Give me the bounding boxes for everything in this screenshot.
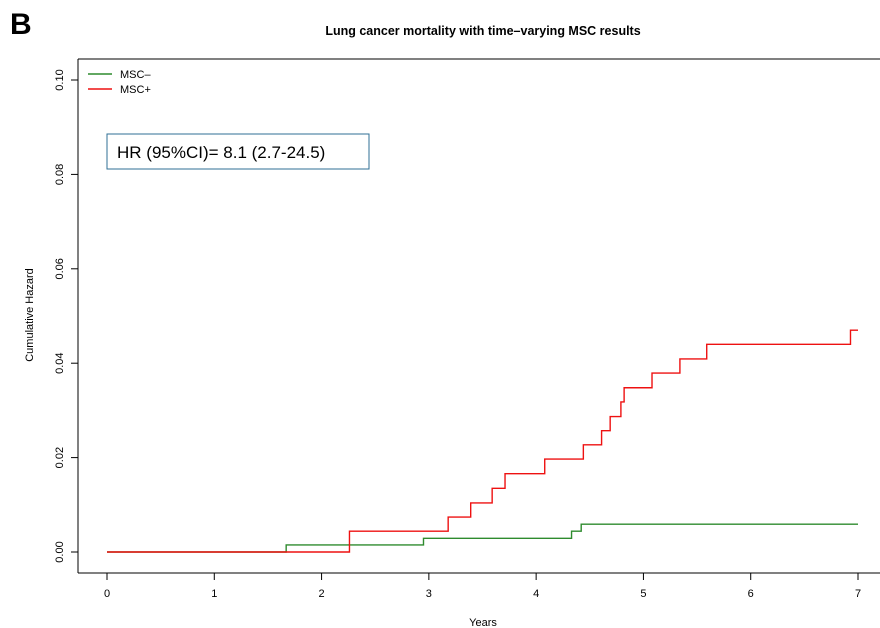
plot-frame-group — [77, 58, 880, 574]
x-axis-label: Years — [469, 617, 497, 628]
x-tick-label-7: 7 — [855, 588, 861, 600]
legend-label-1: MSC+ — [120, 84, 151, 96]
x-tick-label-6: 6 — [748, 588, 754, 600]
y-axis: 0.00 0.02 0.04 0.06 0.08 0.10 — [54, 69, 78, 563]
y-tick-label-5: 0.10 — [54, 69, 66, 90]
legend-label-0: MSC– — [120, 69, 151, 81]
hr-annotation-border — [106, 133, 370, 170]
x-tick-label-1: 1 — [211, 588, 217, 600]
y-tick-label-1: 0.02 — [54, 447, 66, 468]
y-axis-label: Cumulative Hazard — [24, 268, 36, 362]
panel-letter: B — [10, 8, 32, 41]
series-layer — [107, 329, 858, 553]
hr-annotation-box: HR (95%CI)= 8.1 (2.7-24.5) — [106, 133, 370, 170]
y-tick-label-2: 0.04 — [54, 352, 66, 373]
x-tick-label-5: 5 — [640, 588, 646, 600]
series-line-msc-negative — [107, 523, 858, 553]
x-axis: 0 1 2 3 4 5 6 7 — [104, 573, 861, 600]
x-tick-label-3: 3 — [426, 588, 432, 600]
legend: MSC– MSC+ — [88, 69, 151, 96]
hr-annotation-text: HR (95%CI)= 8.1 (2.7-24.5) — [117, 143, 325, 162]
x-tick-label-0: 0 — [104, 588, 110, 600]
y-tick-label-0: 0.00 — [54, 541, 66, 562]
x-tick-label-2: 2 — [319, 588, 325, 600]
y-tick-label-3: 0.06 — [54, 258, 66, 279]
x-tick-label-4: 4 — [533, 588, 539, 600]
y-tick-label-4: 0.08 — [54, 164, 66, 185]
chart-title: Lung cancer mortality with time–varying … — [325, 24, 640, 38]
series-line-msc-positive — [107, 329, 858, 553]
